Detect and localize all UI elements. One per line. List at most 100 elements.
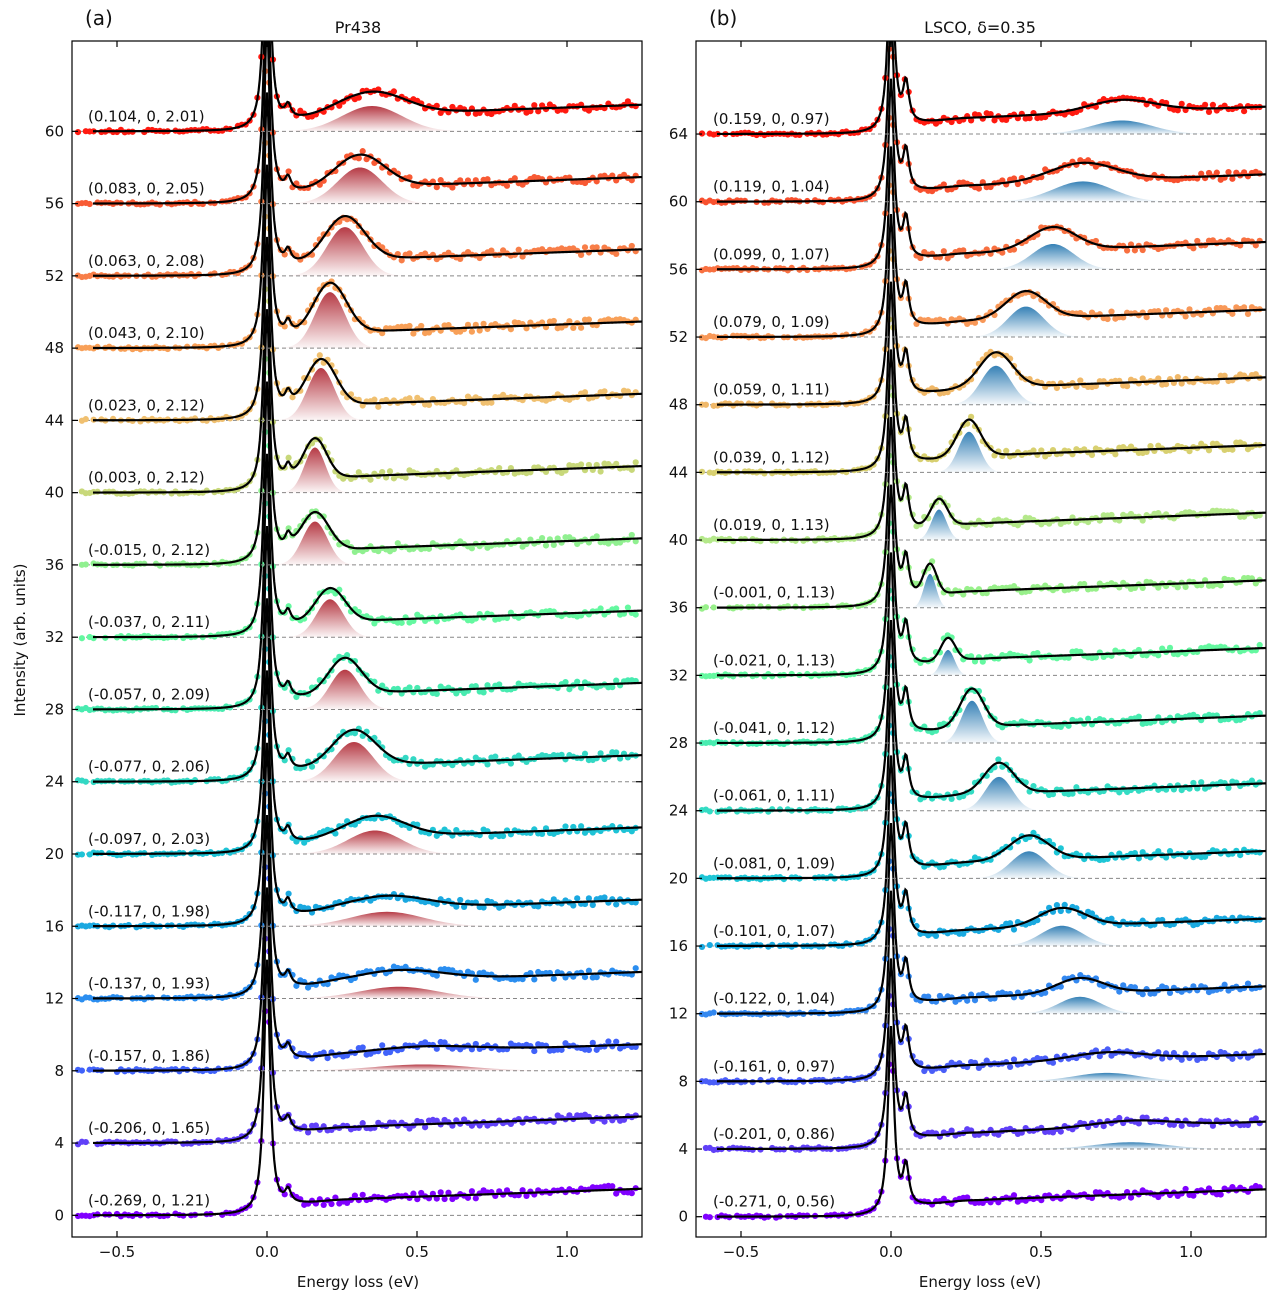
data-point <box>406 250 413 257</box>
data-point <box>496 681 503 688</box>
data-point <box>971 997 979 1004</box>
data-point <box>464 1194 472 1201</box>
data-point <box>515 752 522 759</box>
data-point <box>351 1192 358 1199</box>
fit-curve <box>92 41 642 205</box>
panel-a-letter: (a) <box>85 6 113 30</box>
data-point <box>433 972 440 979</box>
data-point <box>437 177 444 184</box>
panel-a-title: Pr438 <box>335 18 381 37</box>
mode-fill <box>286 599 374 638</box>
data-point <box>585 316 593 323</box>
trace-label: (0.104, 0, 2.01) <box>88 107 205 125</box>
data-point <box>355 469 362 476</box>
y-tick-label: 40 <box>45 484 64 502</box>
panel-a-ylabel: Intensity (arb. units) <box>11 563 29 716</box>
data-point <box>328 1200 335 1208</box>
data-point <box>1100 1122 1107 1130</box>
data-point <box>628 177 635 184</box>
data-point <box>531 1047 538 1055</box>
data-point <box>932 932 940 939</box>
data-point <box>488 399 495 406</box>
fit-curve <box>93 41 642 133</box>
y-tick-label: 52 <box>669 328 688 346</box>
fit-curve <box>93 41 642 277</box>
fit-curve <box>93 598 642 855</box>
data-point <box>987 183 994 191</box>
data-point <box>570 823 577 831</box>
data-point <box>1163 381 1170 388</box>
trace-label: (0.119, 0, 1.04) <box>713 178 830 196</box>
y-tick-label: 20 <box>669 869 688 887</box>
data-point <box>593 461 600 469</box>
y-tick-label: 44 <box>669 463 688 481</box>
y-tick-label: 52 <box>45 267 64 285</box>
data-point <box>468 328 475 335</box>
mode-fill <box>277 368 365 421</box>
data-point <box>406 174 413 181</box>
data-point <box>702 604 710 611</box>
data-point <box>1010 926 1018 933</box>
y-tick-label: 32 <box>45 628 64 646</box>
panel-a: (a) Pr438 (-0.269, 0, 1.21)(-0.206, 0, 1… <box>11 6 643 1291</box>
data-point <box>601 388 608 395</box>
mode-fill <box>269 1064 577 1071</box>
data-point <box>960 930 967 937</box>
data-point <box>457 896 464 904</box>
fit-curve <box>93 525 642 783</box>
data-point <box>507 760 514 767</box>
series-b-13: (0.079, 0, 1.09) <box>696 146 1266 342</box>
data-point <box>1135 646 1142 654</box>
data-point <box>324 981 331 988</box>
data-point <box>632 611 639 618</box>
fit-curve <box>93 236 642 494</box>
data-point <box>964 997 971 1004</box>
data-point <box>1225 784 1232 792</box>
data-point <box>698 943 706 951</box>
data-point <box>550 975 557 982</box>
x-tick-label: −0.5 <box>723 1243 759 1261</box>
trace-label: (-0.157, 0, 1.86) <box>88 1047 210 1065</box>
series-a-3: (-0.137, 0, 1.93) <box>72 742 642 1003</box>
data-point <box>503 1187 511 1194</box>
data-point <box>457 177 464 184</box>
data-point <box>519 253 526 260</box>
data-point <box>1194 237 1201 245</box>
data-point <box>585 1046 593 1054</box>
data-point <box>710 1009 717 1016</box>
fit-curve <box>717 349 1266 542</box>
data-point <box>1174 107 1181 114</box>
data-point <box>527 970 534 977</box>
data-point <box>507 326 514 333</box>
data-point <box>285 168 292 175</box>
data-point <box>1229 446 1236 453</box>
data-point <box>285 890 292 897</box>
data-point <box>344 539 351 546</box>
data-point <box>464 110 472 117</box>
data-point <box>983 1057 990 1064</box>
data-point <box>371 396 378 403</box>
data-point <box>605 1038 612 1045</box>
data-point <box>581 244 589 251</box>
mode-fill <box>994 925 1130 947</box>
fit-curve <box>717 281 1266 474</box>
fit-curve <box>92 453 642 711</box>
data-point <box>468 545 475 552</box>
fit-curve <box>93 959 642 1217</box>
data-point <box>562 823 569 830</box>
fit-curve <box>93 381 642 639</box>
data-point <box>1166 644 1174 651</box>
data-point <box>1030 447 1037 454</box>
y-tick-label: 20 <box>45 845 64 863</box>
data-point <box>624 98 632 105</box>
mode-fill <box>955 776 1043 811</box>
data-point <box>410 1190 417 1197</box>
data-point <box>1205 169 1213 177</box>
data-point <box>86 200 93 208</box>
fit-curve <box>92 814 642 1072</box>
data-point <box>519 1187 526 1194</box>
panel-b: (b) LSCO, δ=0.35 (-0.271, 0, 0.56)(-0.20… <box>669 6 1267 1291</box>
data-point <box>472 1195 479 1202</box>
data-point <box>414 684 421 692</box>
data-point <box>1182 1185 1189 1193</box>
